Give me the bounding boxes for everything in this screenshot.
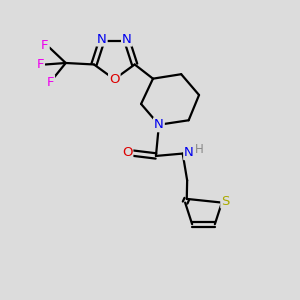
Text: F: F [36,58,44,71]
Text: N: N [97,33,106,46]
Text: F: F [46,76,54,88]
Text: N: N [154,118,164,131]
Text: N: N [122,33,132,46]
Text: F: F [41,39,49,52]
Text: H: H [195,142,204,156]
Text: S: S [221,195,230,208]
Text: O: O [109,73,120,86]
Text: O: O [122,146,132,160]
Text: N: N [184,146,194,159]
